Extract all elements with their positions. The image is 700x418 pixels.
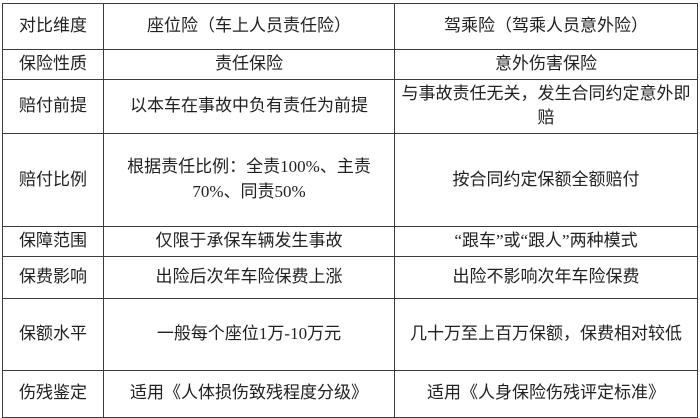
table-header-row: 对比维度 座位险（车上人员责任险） 驾乘险（驾乘人员意外险） [2,3,698,50]
driver-insurance-cell: 几十万至上百万保额，保费相对较低 [394,297,698,371]
table-row: 赔付前提 以本车在事故中负有责任为前提 与事故责任无关，发生合同约定意外即赔 [2,78,698,134]
table-row: 保费影响 出险后次年车险保费上涨 出险不影响次年车险保费 [2,255,698,299]
driver-insurance-cell: 与事故责任无关，发生合同约定意外即赔 [394,78,698,134]
row-label: 赔付前提 [2,78,104,134]
seat-insurance-cell: 一般每个座位1万-10万元 [103,297,395,371]
driver-insurance-cell: 意外伤害保险 [394,49,698,80]
seat-insurance-cell: 以本车在事故中负有责任为前提 [103,78,395,134]
row-label: 保额水平 [2,297,104,371]
seat-insurance-cell: 适用《人体损伤致残程度分级》 [103,369,395,418]
driver-insurance-cell: 按合同约定保额全额赔付 [394,132,698,227]
seat-insurance-cell: 仅限于承保车辆发生事故 [103,225,395,257]
driver-insurance-cell: 适用《人身保险伤残评定标准》 [394,369,698,418]
table-row: 保障范围 仅限于承保车辆发生事故 “跟车”或“跟人”两种模式 [2,225,698,257]
table-row: 保额水平 一般每个座位1万-10万元 几十万至上百万保额，保费相对较低 [2,297,698,371]
row-label: 赔付比例 [2,132,104,227]
table-row: 保险性质 责任保险 意外伤害保险 [2,49,698,80]
insurance-comparison-table: 对比维度 座位险（车上人员责任险） 驾乘险（驾乘人员意外险） 保险性质 责任保险… [2,3,698,418]
row-label: 保障范围 [2,225,104,257]
row-label: 保费影响 [2,255,104,299]
row-label: 保险性质 [2,49,104,80]
driver-insurance-cell: “跟车”或“跟人”两种模式 [394,225,698,257]
header-seat-insurance: 座位险（车上人员责任险） [103,3,395,50]
table-row: 伤残鉴定 适用《人体损伤致残程度分级》 适用《人身保险伤残评定标准》 [2,369,698,418]
row-label: 伤残鉴定 [2,369,104,418]
header-dimension: 对比维度 [2,3,104,50]
seat-insurance-cell: 责任保险 [103,49,395,80]
table-row: 赔付比例 根据责任比例：全责100%、主责70%、同责50% 按合同约定保额全额… [2,132,698,227]
driver-insurance-cell: 出险不影响次年车险保费 [394,255,698,299]
seat-insurance-cell: 出险后次年车险保费上涨 [103,255,395,299]
header-driver-insurance: 驾乘险（驾乘人员意外险） [394,3,698,50]
seat-insurance-cell: 根据责任比例：全责100%、主责70%、同责50% [103,132,395,227]
